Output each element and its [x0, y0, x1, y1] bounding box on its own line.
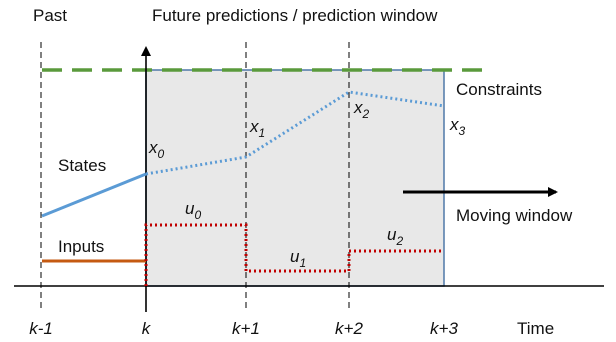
state-label-x0: x0 [148, 138, 165, 161]
tick-k-plus-2: k+2 [335, 319, 363, 338]
moving-window-label: Moving window [456, 206, 573, 225]
time-label: Time [517, 319, 554, 338]
input-label-u1: u1 [290, 247, 306, 270]
constraints-label: Constraints [456, 80, 542, 99]
tick-k-plus-1: k+1 [232, 319, 260, 338]
past-state-line [41, 172, 147, 218]
input-label-u2: u2 [387, 225, 403, 248]
states-label: States [58, 156, 106, 175]
state-label-x1: x1 [249, 117, 265, 140]
input-label-u0: u0 [185, 199, 201, 222]
predicted-state-line [145, 90, 445, 176]
tick-k: k [142, 319, 152, 338]
state-label-x2: x2 [353, 98, 370, 121]
inputs-label: Inputs [58, 237, 104, 256]
predicted-input-line [144, 223, 444, 286]
future-label: Future predictions / prediction window [152, 6, 438, 25]
past-label: Past [33, 6, 67, 25]
tick-k-minus-1: k-1 [29, 319, 53, 338]
tick-k-plus-3: k+3 [430, 319, 458, 338]
state-label-x3: x3 [449, 115, 466, 138]
